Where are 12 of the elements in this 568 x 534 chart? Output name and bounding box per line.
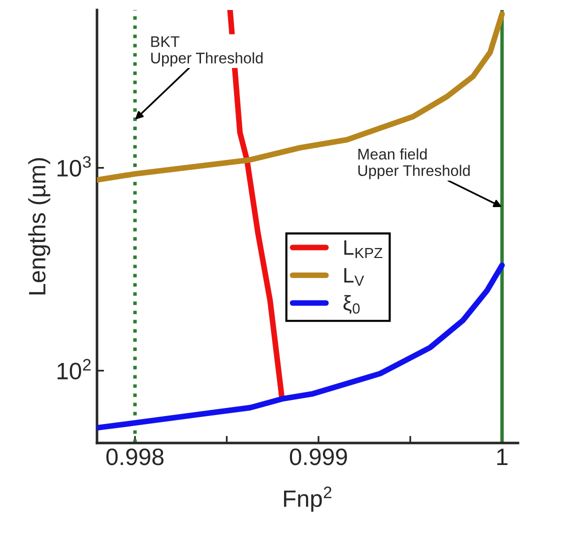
x-tick-label: 0.998 bbox=[106, 448, 164, 466]
annotation: BKT Upper Threshold bbox=[151, 36, 263, 66]
legend-label: L$_{V}$ bbox=[344, 268, 364, 286]
x-tick-label: 1 bbox=[497, 448, 508, 465]
y-axis-title: Lengths (µm) bbox=[28, 158, 50, 294]
legend-label: ξ$_{0}$ bbox=[343, 295, 360, 314]
y-tick-label: 10$^{2}$ bbox=[58, 358, 91, 380]
y-tick-label: 10$^{3}$ bbox=[58, 156, 91, 177]
annotation: Mean field Upper Threshold bbox=[358, 148, 470, 180]
x-tick-label: 0.999 bbox=[290, 448, 347, 466]
legend-label: L$_{KPZ}$ bbox=[344, 240, 382, 258]
x-axis-title: Fnp$^{2}$ bbox=[284, 486, 332, 512]
